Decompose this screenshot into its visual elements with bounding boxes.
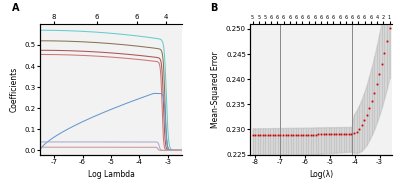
Y-axis label: Mean-Squared Error: Mean-Squared Error <box>211 51 220 128</box>
Text: B: B <box>210 3 218 13</box>
Y-axis label: Coefficients: Coefficients <box>10 67 19 112</box>
X-axis label: Log(λ): Log(λ) <box>309 170 333 179</box>
Text: A: A <box>12 3 19 13</box>
X-axis label: Log Lambda: Log Lambda <box>88 170 134 179</box>
